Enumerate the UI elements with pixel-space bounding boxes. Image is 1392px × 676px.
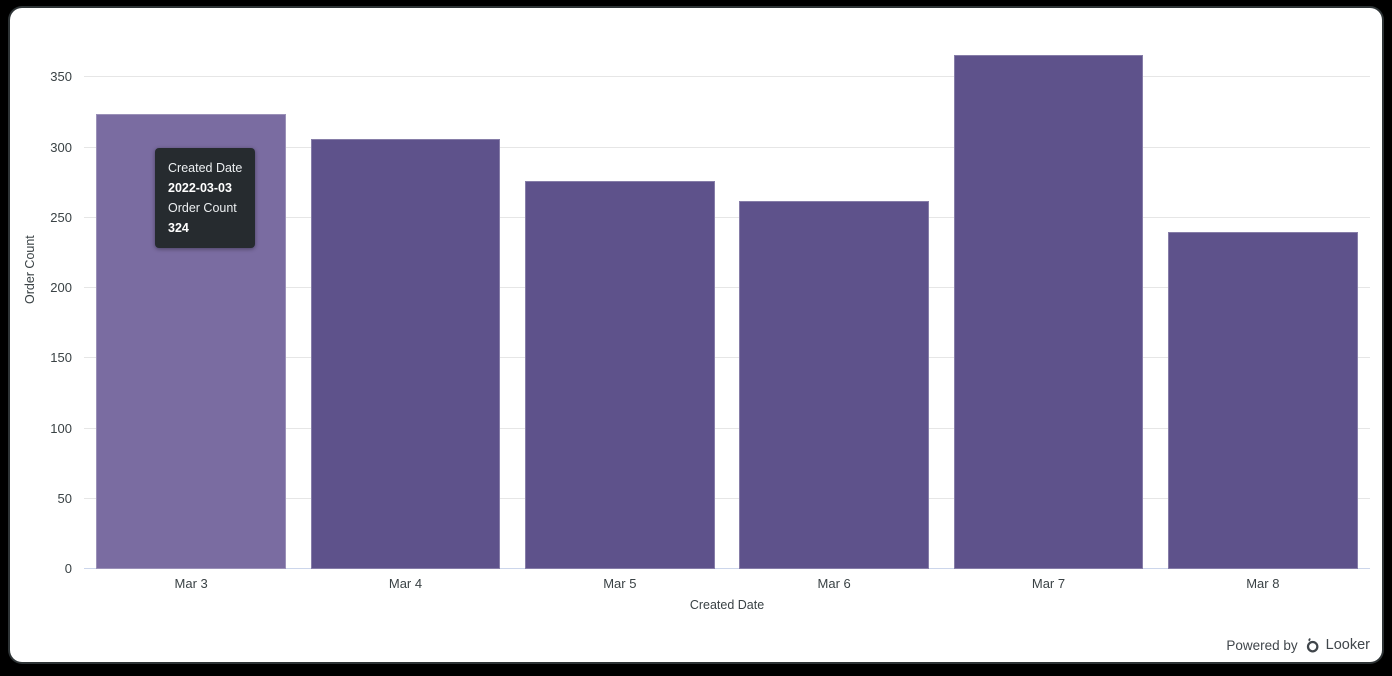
gridline-50 [84, 497, 1370, 499]
bar-series [84, 38, 1370, 569]
bar-category-mar-6 [727, 38, 941, 569]
y-tick-label-0: 0 [64, 561, 72, 576]
looker-brand-text: Looker [1325, 637, 1370, 653]
tooltip-measure-value: 324 [168, 221, 189, 235]
plot-area [84, 38, 1370, 569]
gridline-250 [84, 216, 1370, 218]
tooltip-measure-label: Order Count [168, 201, 237, 215]
x-tick-label-mar-5: Mar 5 [603, 576, 637, 591]
bar-mar-4[interactable] [310, 139, 501, 569]
bar-category-mar-4 [298, 38, 512, 569]
gridline-150 [84, 357, 1370, 359]
gridline-350 [84, 76, 1370, 78]
y-tick-label-300: 300 [50, 139, 72, 155]
y-tick-label-350: 350 [50, 69, 72, 85]
bar-mar-7[interactable] [953, 54, 1144, 569]
y-tick-label-150: 150 [50, 350, 72, 366]
bar-mar-8[interactable] [1167, 231, 1358, 569]
bar-category-mar-8 [1156, 38, 1370, 569]
bar-category-mar-3 [84, 38, 298, 569]
x-tick-label-mar-8: Mar 8 [1246, 576, 1280, 591]
gridline-200 [84, 287, 1370, 289]
x-tick-label-mar-3: Mar 3 [174, 576, 208, 591]
x-tick-label-mar-6: Mar 6 [817, 576, 851, 591]
x-tick-label-mar-4: Mar 4 [388, 576, 423, 591]
gridline-300 [84, 146, 1370, 148]
bar-mar-6[interactable] [739, 200, 930, 569]
looker-logo-icon [1304, 637, 1320, 653]
bar-category-mar-7 [941, 38, 1155, 569]
y-tick-label-50: 50 [57, 490, 72, 506]
tooltip-dimension-label: Created Date [168, 161, 243, 175]
y-tick-label-100: 100 [50, 420, 72, 436]
powered-by-text: Powered by [1226, 637, 1298, 653]
tooltip-dimension-value: 2022-03-03 [168, 181, 232, 195]
bar-mar-5[interactable] [524, 181, 715, 569]
y-tick-label-200: 200 [50, 280, 72, 296]
bar-category-mar-5 [513, 38, 727, 569]
x-axis-title: Created Date [689, 598, 765, 612]
x-axis-line [84, 568, 1370, 569]
y-tick-label-250: 250 [50, 209, 72, 225]
gridline-100 [84, 427, 1370, 429]
x-tick-label-mar-7: Mar 7 [1031, 576, 1066, 591]
hover-tooltip: Created Date 2022-03-03 Order Count 324 [155, 148, 256, 248]
powered-by-looker-link[interactable]: Powered by Looker [1226, 637, 1370, 653]
x-axis-labels: Mar 3 Mar 4 Mar 5 Mar 6 Mar 7 Mar 8 [84, 576, 1370, 591]
